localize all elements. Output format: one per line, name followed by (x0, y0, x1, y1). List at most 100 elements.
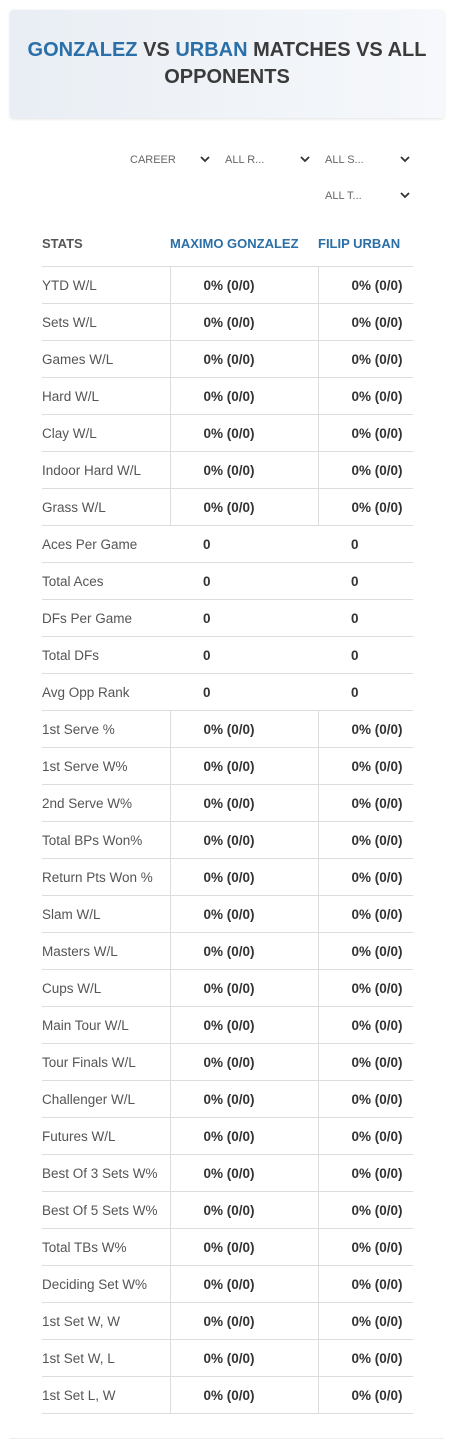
player-name: URBAN (175, 39, 248, 61)
stat-label: Total Aces (42, 562, 170, 600)
stat-value: 0% (0/0) (317, 303, 413, 341)
stat-value: 0% (0/0) (317, 821, 413, 859)
stat-value: 0 (318, 562, 413, 600)
stat-value: 0% (0/0) (317, 488, 413, 526)
player-name: GONZALEZ (27, 39, 138, 61)
stat-value: 0 (318, 673, 413, 711)
stat-label: Slam W/L (42, 895, 170, 933)
stat-value: 0% (0/0) (169, 377, 318, 415)
stat-label: Total TBs W% (42, 1228, 170, 1266)
stat-label: Deciding Set W% (42, 1265, 170, 1303)
stat-value: 0% (0/0) (169, 1117, 318, 1155)
stat-row: Hard W/L 0% (0/0) 0% (0/0) (42, 377, 413, 415)
stat-row: Deciding Set W% 0% (0/0) 0% (0/0) (42, 1265, 413, 1303)
stat-row: Best Of 5 Sets W% 0% (0/0) 0% (0/0) (42, 1191, 413, 1229)
stat-value: 0 (318, 599, 413, 637)
stat-label: Masters W/L (42, 932, 170, 970)
stat-label: Tour Finals W/L (42, 1043, 170, 1081)
stat-value: 0 (170, 636, 318, 674)
stat-row: 1st Set W, W 0% (0/0) 0% (0/0) (42, 1302, 413, 1340)
column-header: FILIP URBAN (318, 220, 413, 267)
header: GONZALEZ VS URBAN MATCHES VS ALL OPPONEN… (10, 10, 444, 118)
stat-label: 1st Set W, L (42, 1339, 170, 1377)
stat-value: 0% (0/0) (169, 1043, 318, 1081)
stat-row: Main Tour W/L 0% (0/0) 0% (0/0) (42, 1006, 413, 1044)
stat-row: Games W/L 0% (0/0) 0% (0/0) (42, 340, 413, 378)
stat-row: YTD W/L 0% (0/0) 0% (0/0) (42, 266, 413, 304)
stat-value: 0% (0/0) (317, 1154, 413, 1192)
stat-row: DFs Per Game 0 0 (42, 599, 413, 637)
stat-value: 0% (0/0) (317, 1117, 413, 1155)
filter-select[interactable]: ALL S... (325, 150, 415, 170)
stat-label: Cups W/L (42, 969, 170, 1007)
stat-row: Clay W/L 0% (0/0) 0% (0/0) (42, 414, 413, 452)
filter-select[interactable]: CAREER (130, 150, 215, 170)
stat-value: 0% (0/0) (317, 1265, 413, 1303)
stat-label: Total DFs (42, 636, 170, 674)
stat-label: Futures W/L (42, 1117, 170, 1155)
stat-value: 0% (0/0) (169, 895, 318, 933)
filter-label: ALL T... (325, 190, 362, 202)
title: GONZALEZ VS URBAN MATCHES VS ALL OPPONEN… (27, 37, 427, 91)
stat-value: 0% (0/0) (169, 1006, 318, 1044)
stats-table: STATS MAXIMO GONZALEZ FILIP URBAN YTD W/… (42, 220, 413, 1414)
stat-row: Slam W/L 0% (0/0) 0% (0/0) (42, 895, 413, 933)
stat-row: Cups W/L 0% (0/0) 0% (0/0) (42, 969, 413, 1007)
stat-value: 0% (0/0) (317, 451, 413, 489)
stat-value: 0% (0/0) (169, 821, 318, 859)
column-header: STATS (42, 220, 170, 267)
stat-value: 0% (0/0) (169, 1080, 318, 1118)
title-text: VS (143, 39, 170, 61)
stat-label: Best Of 3 Sets W% (42, 1154, 170, 1192)
stat-value: 0% (0/0) (317, 932, 413, 970)
stat-value: 0% (0/0) (317, 1228, 413, 1266)
column-header: MAXIMO GONZALEZ (170, 220, 318, 267)
stat-row: Total BPs Won% 0% (0/0) 0% (0/0) (42, 821, 413, 859)
stat-value: 0% (0/0) (317, 1191, 413, 1229)
stat-row: Avg Opp Rank 0 0 (42, 673, 413, 711)
stat-value: 0 (170, 562, 318, 600)
stat-value: 0 (318, 636, 413, 674)
stat-value: 0% (0/0) (169, 969, 318, 1007)
stat-row: Return Pts Won % 0% (0/0) 0% (0/0) (42, 858, 413, 896)
stat-label: Hard W/L (42, 377, 170, 415)
stat-value: 0% (0/0) (317, 1376, 413, 1414)
stat-value: 0% (0/0) (317, 1302, 413, 1340)
title-text: MATCHES VS ALL OPPONENTS (164, 39, 427, 88)
stat-label: 1st Serve % (42, 710, 170, 748)
stat-value: 0% (0/0) (169, 784, 318, 822)
stat-row: 1st Set W, L 0% (0/0) 0% (0/0) (42, 1339, 413, 1377)
stat-value: 0% (0/0) (169, 858, 318, 896)
stat-row: Best Of 3 Sets W% 0% (0/0) 0% (0/0) (42, 1154, 413, 1192)
stat-value: 0% (0/0) (317, 340, 413, 378)
stat-row: 2nd Serve W% 0% (0/0) 0% (0/0) (42, 784, 413, 822)
filter-label: CAREER (130, 154, 176, 166)
stat-value: 0% (0/0) (317, 710, 413, 748)
stat-value: 0% (0/0) (169, 451, 318, 489)
stat-label: Clay W/L (42, 414, 170, 452)
stat-value: 0% (0/0) (317, 1339, 413, 1377)
filter-select[interactable]: ALL T... (325, 186, 415, 206)
stat-value: 0% (0/0) (317, 377, 413, 415)
stat-row: Indoor Hard W/L 0% (0/0) 0% (0/0) (42, 451, 413, 489)
stat-value: 0% (0/0) (317, 969, 413, 1007)
stat-row: Sets W/L 0% (0/0) 0% (0/0) (42, 303, 413, 341)
stat-value: 0% (0/0) (169, 1228, 318, 1266)
stat-value: 0% (0/0) (169, 414, 318, 452)
filter-select[interactable]: ALL R... (225, 150, 315, 170)
stat-value: 0% (0/0) (317, 858, 413, 896)
stat-row: Total Aces 0 0 (42, 562, 413, 600)
stat-value: 0% (0/0) (317, 1043, 413, 1081)
stat-label: YTD W/L (42, 266, 170, 304)
stat-value: 0% (0/0) (317, 747, 413, 785)
stat-label: Avg Opp Rank (42, 673, 170, 711)
divider (10, 1438, 444, 1439)
stat-label: Challenger W/L (42, 1080, 170, 1118)
stat-value: 0% (0/0) (169, 1265, 318, 1303)
stat-row: 1st Set L, W 0% (0/0) 0% (0/0) (42, 1376, 413, 1414)
stat-value: 0 (318, 525, 413, 563)
stat-label: 2nd Serve W% (42, 784, 170, 822)
stat-value: 0 (170, 673, 318, 711)
stat-value: 0% (0/0) (169, 1302, 318, 1340)
